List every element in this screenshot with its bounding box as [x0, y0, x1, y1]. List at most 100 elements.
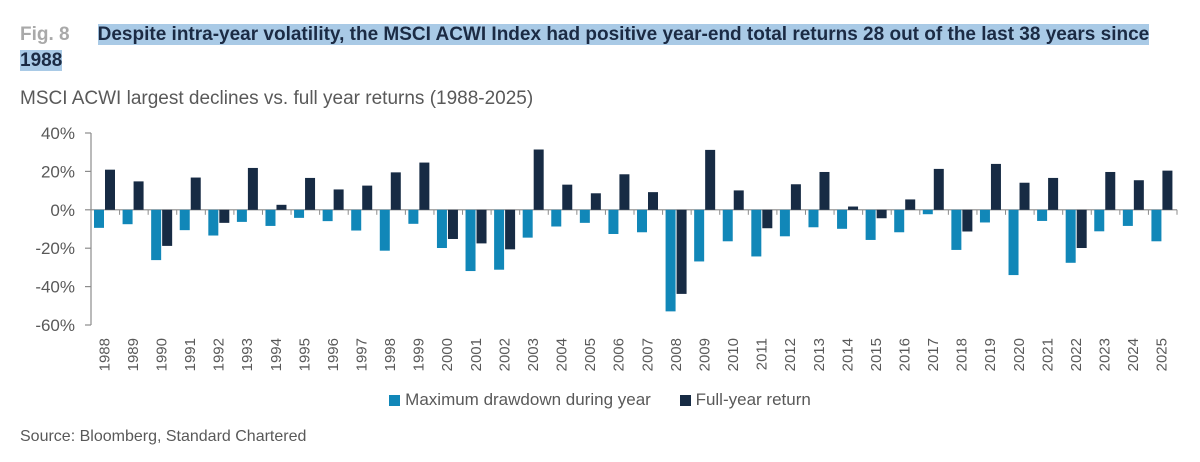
x-tick-label: 2008	[668, 338, 685, 371]
x-tick-label: 2013	[811, 338, 828, 371]
drawdown-bar	[1123, 210, 1133, 226]
x-tick-label: 2004	[554, 338, 571, 371]
full-year-bar	[991, 164, 1001, 210]
y-tick-label: 20%	[41, 162, 75, 181]
legend-label: Maximum drawdown during year	[405, 390, 651, 410]
drawdown-bar	[351, 210, 361, 231]
x-tick-label: 1992	[211, 338, 228, 371]
x-tick-label: 2002	[496, 338, 513, 371]
x-tick-label: 2019	[982, 338, 999, 371]
x-tick-label: 2000	[439, 338, 456, 371]
y-tick-label: -60%	[35, 316, 75, 335]
x-tick-label: 2012	[782, 338, 799, 371]
legend: Maximum drawdown during year Full-year r…	[0, 390, 1200, 411]
full-year-bar	[105, 170, 115, 210]
x-tick-label: 2022	[1068, 338, 1085, 371]
y-tick-label: 40%	[41, 124, 75, 143]
full-year-bar	[1020, 183, 1030, 210]
full-year-bar	[219, 210, 229, 223]
x-tick-label: 1998	[382, 338, 399, 371]
x-tick-label: 2016	[897, 338, 914, 371]
x-tick-label: 2015	[868, 338, 885, 371]
full-year-bar	[762, 210, 772, 228]
x-tick-label: 2011	[754, 338, 771, 370]
full-year-bar	[305, 178, 315, 210]
x-tick-label: 2018	[954, 338, 971, 371]
full-year-bar	[591, 193, 601, 210]
drawdown-bar	[551, 210, 561, 227]
drawdown-bar	[608, 210, 618, 234]
drawdown-bar	[437, 210, 447, 248]
drawdown-bar	[180, 210, 190, 230]
full-year-bar	[1162, 171, 1172, 210]
full-year-bar	[848, 207, 858, 210]
x-tick-label: 1988	[96, 338, 113, 371]
drawdown-bar	[866, 210, 876, 240]
y-tick-label: 0%	[50, 201, 75, 220]
drawdown-bar	[580, 210, 590, 223]
drawdown-bar	[980, 210, 990, 223]
drawdown-bar	[723, 210, 733, 241]
x-tick-label: 2006	[611, 338, 628, 371]
x-tick-label: 2001	[468, 338, 485, 371]
drawdown-bar	[637, 210, 647, 232]
legend-swatch-full-year	[680, 395, 691, 406]
drawdown-bar	[494, 210, 504, 270]
x-tick-label: 2007	[639, 338, 656, 371]
x-tick-label: 2003	[525, 338, 542, 371]
x-tick-label: 2014	[839, 338, 856, 371]
full-year-bar	[705, 150, 715, 210]
drawdown-bar	[466, 210, 476, 271]
x-tick-label: 2024	[1125, 338, 1142, 371]
full-year-bar	[276, 205, 286, 210]
drawdown-bar	[923, 210, 933, 214]
legend-swatch-drawdown	[389, 395, 400, 406]
full-year-bar	[248, 168, 258, 210]
full-year-bar	[734, 190, 744, 209]
x-tick-label: 2005	[582, 338, 599, 371]
x-tick-label: 2009	[696, 338, 713, 371]
drawdown-bar	[1009, 210, 1019, 275]
full-year-bar	[1105, 172, 1115, 210]
x-tick-label: 2010	[725, 338, 742, 371]
x-tick-label: 1995	[296, 338, 313, 371]
x-tick-label: 1999	[411, 338, 428, 371]
full-year-bar	[448, 210, 458, 239]
x-tick-label: 2025	[1154, 338, 1171, 371]
x-tick-label: 1990	[153, 338, 170, 371]
legend-label: Full-year return	[696, 390, 811, 410]
full-year-bar	[1134, 180, 1144, 210]
y-tick-label: -20%	[35, 239, 75, 258]
legend-item-drawdown: Maximum drawdown during year	[389, 390, 651, 410]
drawdown-bar	[123, 210, 133, 224]
full-year-bar	[162, 210, 172, 246]
full-year-bar	[419, 163, 429, 210]
drawdown-bar	[1037, 210, 1047, 221]
x-tick-label: 1996	[325, 338, 342, 371]
drawdown-bar	[523, 210, 533, 238]
x-tick-label: 1997	[354, 338, 371, 371]
x-tick-label: 2020	[1011, 338, 1028, 371]
full-year-bar	[362, 186, 372, 210]
drawdown-bar	[1151, 210, 1161, 241]
full-year-bar	[791, 184, 801, 210]
drawdown-bar	[408, 210, 418, 224]
x-tick-label: 1993	[239, 338, 256, 371]
y-tick-label: -40%	[35, 278, 75, 297]
full-year-bar	[962, 210, 972, 232]
full-year-bar	[477, 210, 487, 244]
drawdown-bar	[151, 210, 161, 260]
drawdown-bar	[294, 210, 304, 218]
drawdown-bar	[951, 210, 961, 250]
full-year-bar	[819, 172, 829, 210]
full-year-bar	[877, 210, 887, 218]
full-year-bar	[934, 169, 944, 210]
full-year-bar	[505, 210, 515, 250]
drawdown-bar	[780, 210, 790, 236]
drawdown-bar	[837, 210, 847, 229]
drawdown-bar	[237, 210, 247, 222]
x-tick-label: 1991	[182, 338, 199, 371]
full-year-bar	[562, 185, 572, 210]
full-year-bar	[1077, 210, 1087, 248]
x-tick-label: 2021	[1039, 338, 1056, 371]
